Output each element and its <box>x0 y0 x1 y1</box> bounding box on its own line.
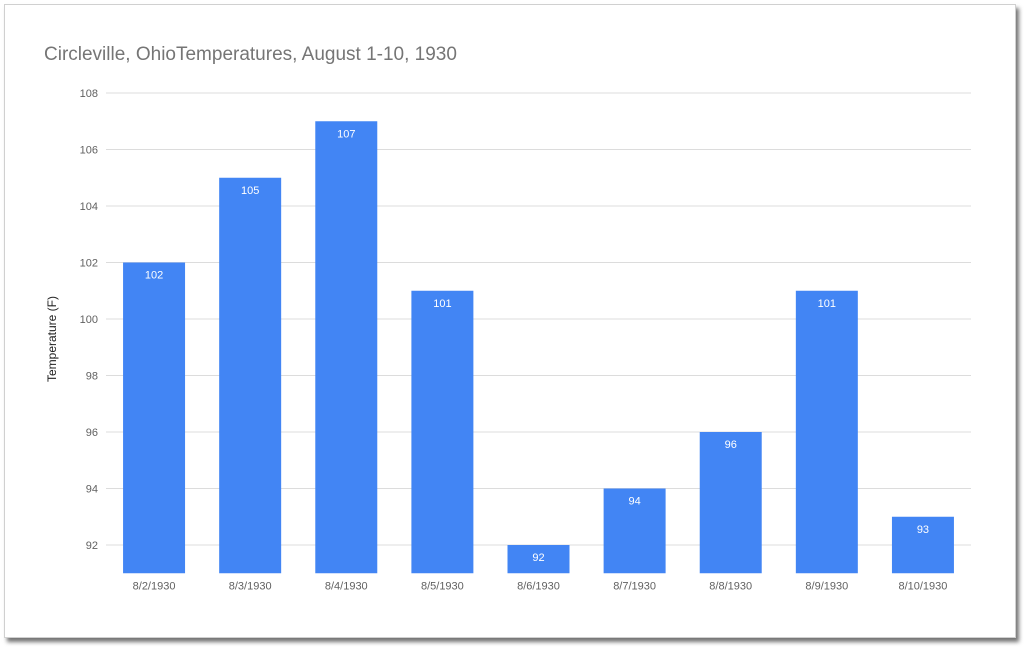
bar <box>699 432 762 574</box>
bar-value-label: 102 <box>145 270 163 282</box>
bar-value-label: 92 <box>532 552 544 564</box>
y-tick-label: 100 <box>80 314 98 326</box>
bar <box>219 177 282 574</box>
x-tick-label: 8/7/1930 <box>613 580 656 592</box>
bar-value-label: 101 <box>433 298 451 310</box>
chart-title: Circleville, OhioTemperatures, August 1-… <box>44 44 457 65</box>
x-tick-label: 8/6/1930 <box>517 580 560 592</box>
bar <box>795 290 858 574</box>
y-tick-label: 104 <box>80 201 98 213</box>
x-tick-label: 8/9/1930 <box>805 580 848 592</box>
x-tick-label: 8/5/1930 <box>421 580 464 592</box>
x-tick-label: 8/2/1930 <box>133 580 176 592</box>
bar <box>123 262 186 574</box>
y-tick-label: 98 <box>86 371 98 383</box>
bar <box>315 121 378 574</box>
bar <box>507 545 570 574</box>
x-tick-label: 8/3/1930 <box>229 580 272 592</box>
y-axis-ticks: 92 94 96 98 100 102 104 106 108 <box>80 88 98 552</box>
bar-value-label: 93 <box>917 524 929 536</box>
y-tick-label: 106 <box>80 145 98 157</box>
x-tick-label: 8/8/1930 <box>709 580 752 592</box>
y-tick-label: 94 <box>86 484 98 496</box>
y-tick-label: 108 <box>80 88 98 100</box>
bar-value-label: 107 <box>337 128 355 140</box>
y-tick-label: 102 <box>80 258 98 270</box>
bar-value-label: 101 <box>818 298 836 310</box>
y-tick-label: 96 <box>86 427 98 439</box>
bar-value-label: 94 <box>628 496 640 508</box>
x-tick-label: 8/4/1930 <box>325 580 368 592</box>
x-tick-label: 8/10/1930 <box>898 580 947 592</box>
bar <box>603 488 666 574</box>
bar <box>891 516 954 574</box>
bar-value-label: 96 <box>725 439 737 451</box>
y-tick-label: 92 <box>86 540 98 552</box>
bar-data-labels: 102 105 107 101 92 94 96 101 93 <box>145 128 929 564</box>
bars <box>123 121 954 574</box>
x-axis-ticks: 8/2/1930 8/3/1930 8/4/1930 8/5/1930 8/6/1930… <box>133 580 948 592</box>
bar-value-label: 105 <box>241 185 259 197</box>
bar <box>411 290 474 574</box>
